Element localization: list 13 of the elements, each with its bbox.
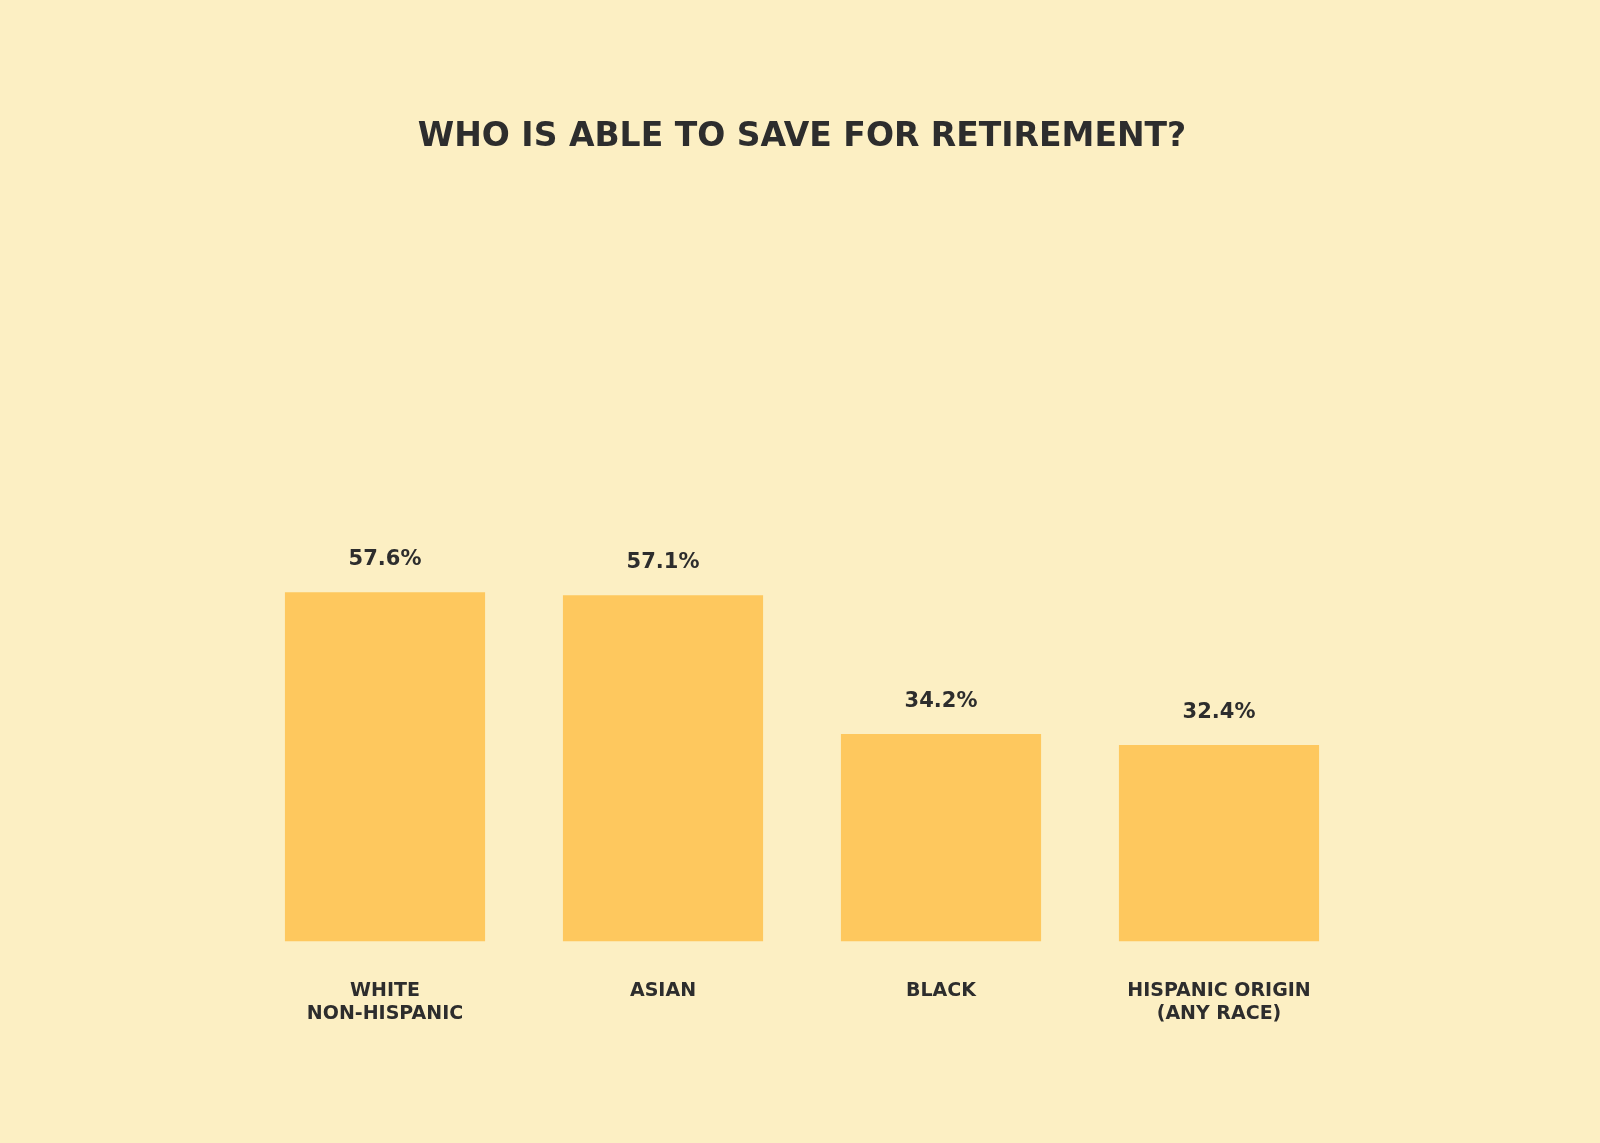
x-tick-label: HISPANIC ORIGIN (ANY RACE) xyxy=(1127,977,1311,1023)
x-tick-label: BLACK xyxy=(906,977,978,1000)
data-label: 57.1% xyxy=(626,549,700,574)
bar xyxy=(562,595,764,942)
bar xyxy=(1118,744,1320,942)
x-tick-label: WHITE NON-HISPANIC xyxy=(306,977,464,1023)
bar xyxy=(284,592,486,942)
bar xyxy=(840,734,1042,942)
data-label: 34.2% xyxy=(904,687,978,712)
data-label: 57.6% xyxy=(348,546,422,571)
x-tick-label: ASIAN xyxy=(629,977,697,1000)
data-label: 32.4% xyxy=(1182,698,1256,723)
chart-title: WHO IS ABLE TO SAVE FOR RETIREMENT? xyxy=(417,115,1187,155)
